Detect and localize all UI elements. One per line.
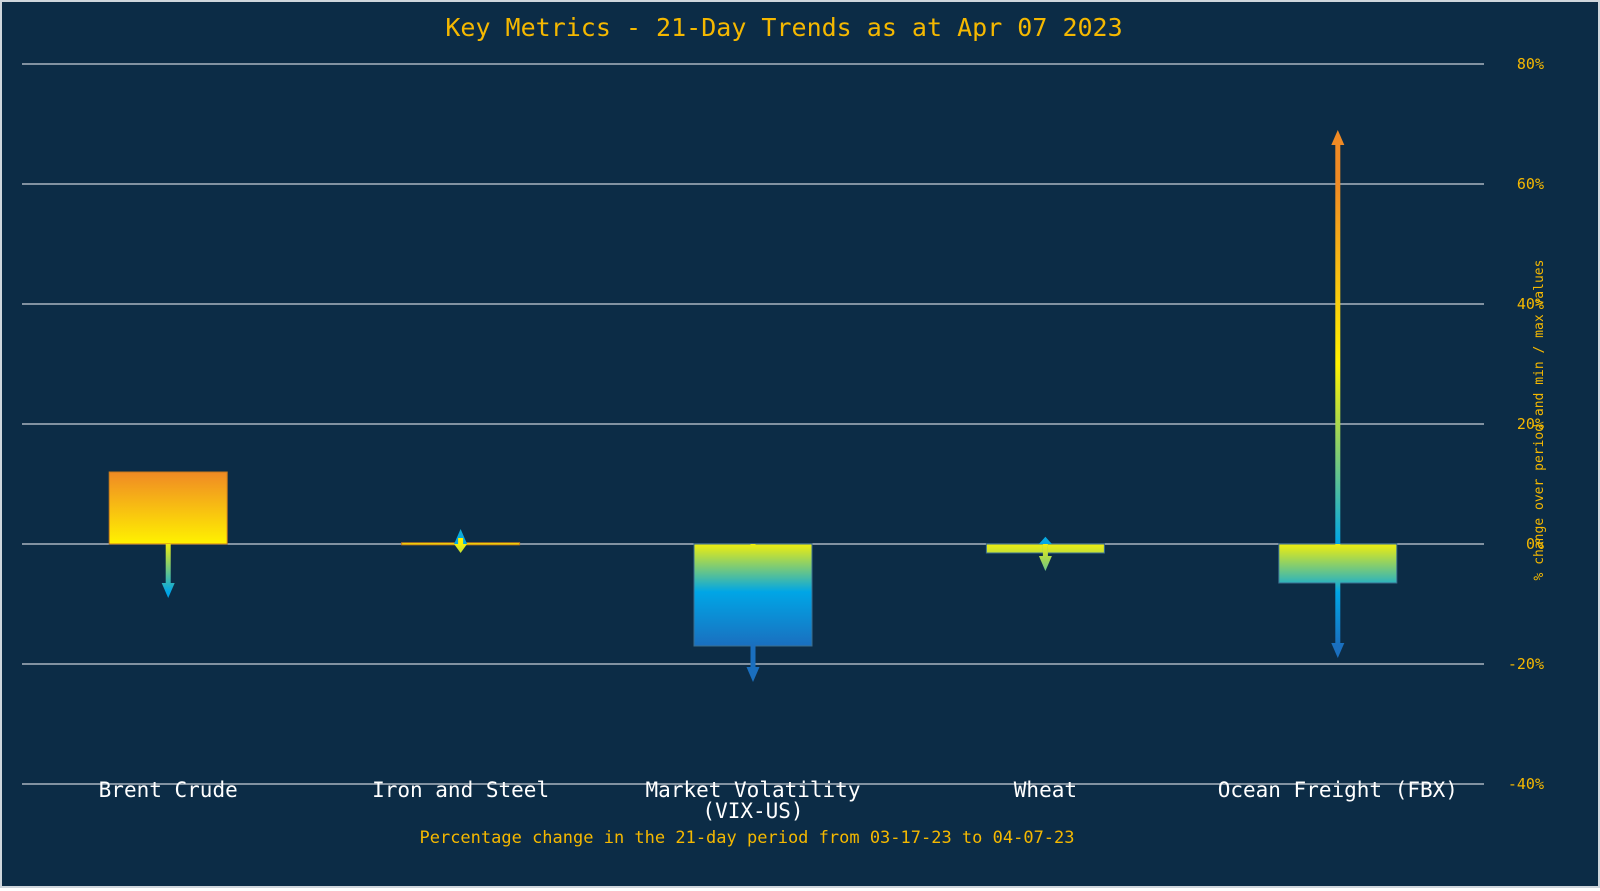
y-tick-label: -40% <box>1508 775 1544 793</box>
y-axis-ticks: 80% 60% 40% 20% 0% -20% -40% <box>1508 55 1544 793</box>
y-tick-label: -20% <box>1508 655 1544 673</box>
chart-title: Key Metrics - 21-Day Trends as at Apr 07… <box>445 13 1122 42</box>
y-tick-label: 20% <box>1517 415 1544 433</box>
min-arrow <box>746 544 760 682</box>
min-arrow <box>1331 544 1345 658</box>
min-max-arrows <box>161 130 1345 682</box>
category-label: Brent Crude <box>99 778 238 802</box>
min-arrow <box>1038 544 1052 571</box>
y-tick-label: 80% <box>1517 55 1544 73</box>
category-label: Iron and Steel <box>372 778 549 802</box>
y-tick-label: 0% <box>1526 535 1544 553</box>
bar <box>108 471 228 545</box>
category-label: Ocean Freight (FBX) <box>1218 778 1458 802</box>
category-labels: Brent Crude Iron and Steel Market Volatili… <box>99 778 1458 823</box>
max-arrow <box>1331 130 1345 544</box>
x-axis-label: Percentage change in the 21-day period f… <box>419 828 1074 848</box>
y-tick-label: 60% <box>1517 175 1544 193</box>
y-tick-label: 40% <box>1517 295 1544 313</box>
category-label: Wheat <box>1014 778 1077 802</box>
y-axis-label: % change over period and min / max value… <box>1532 260 1547 581</box>
category-label: (VIX-US) <box>702 799 803 823</box>
min-arrow <box>161 544 175 598</box>
category-label: Market Volatility <box>646 778 861 802</box>
max-arrow <box>454 529 468 544</box>
min-arrow <box>454 538 468 553</box>
